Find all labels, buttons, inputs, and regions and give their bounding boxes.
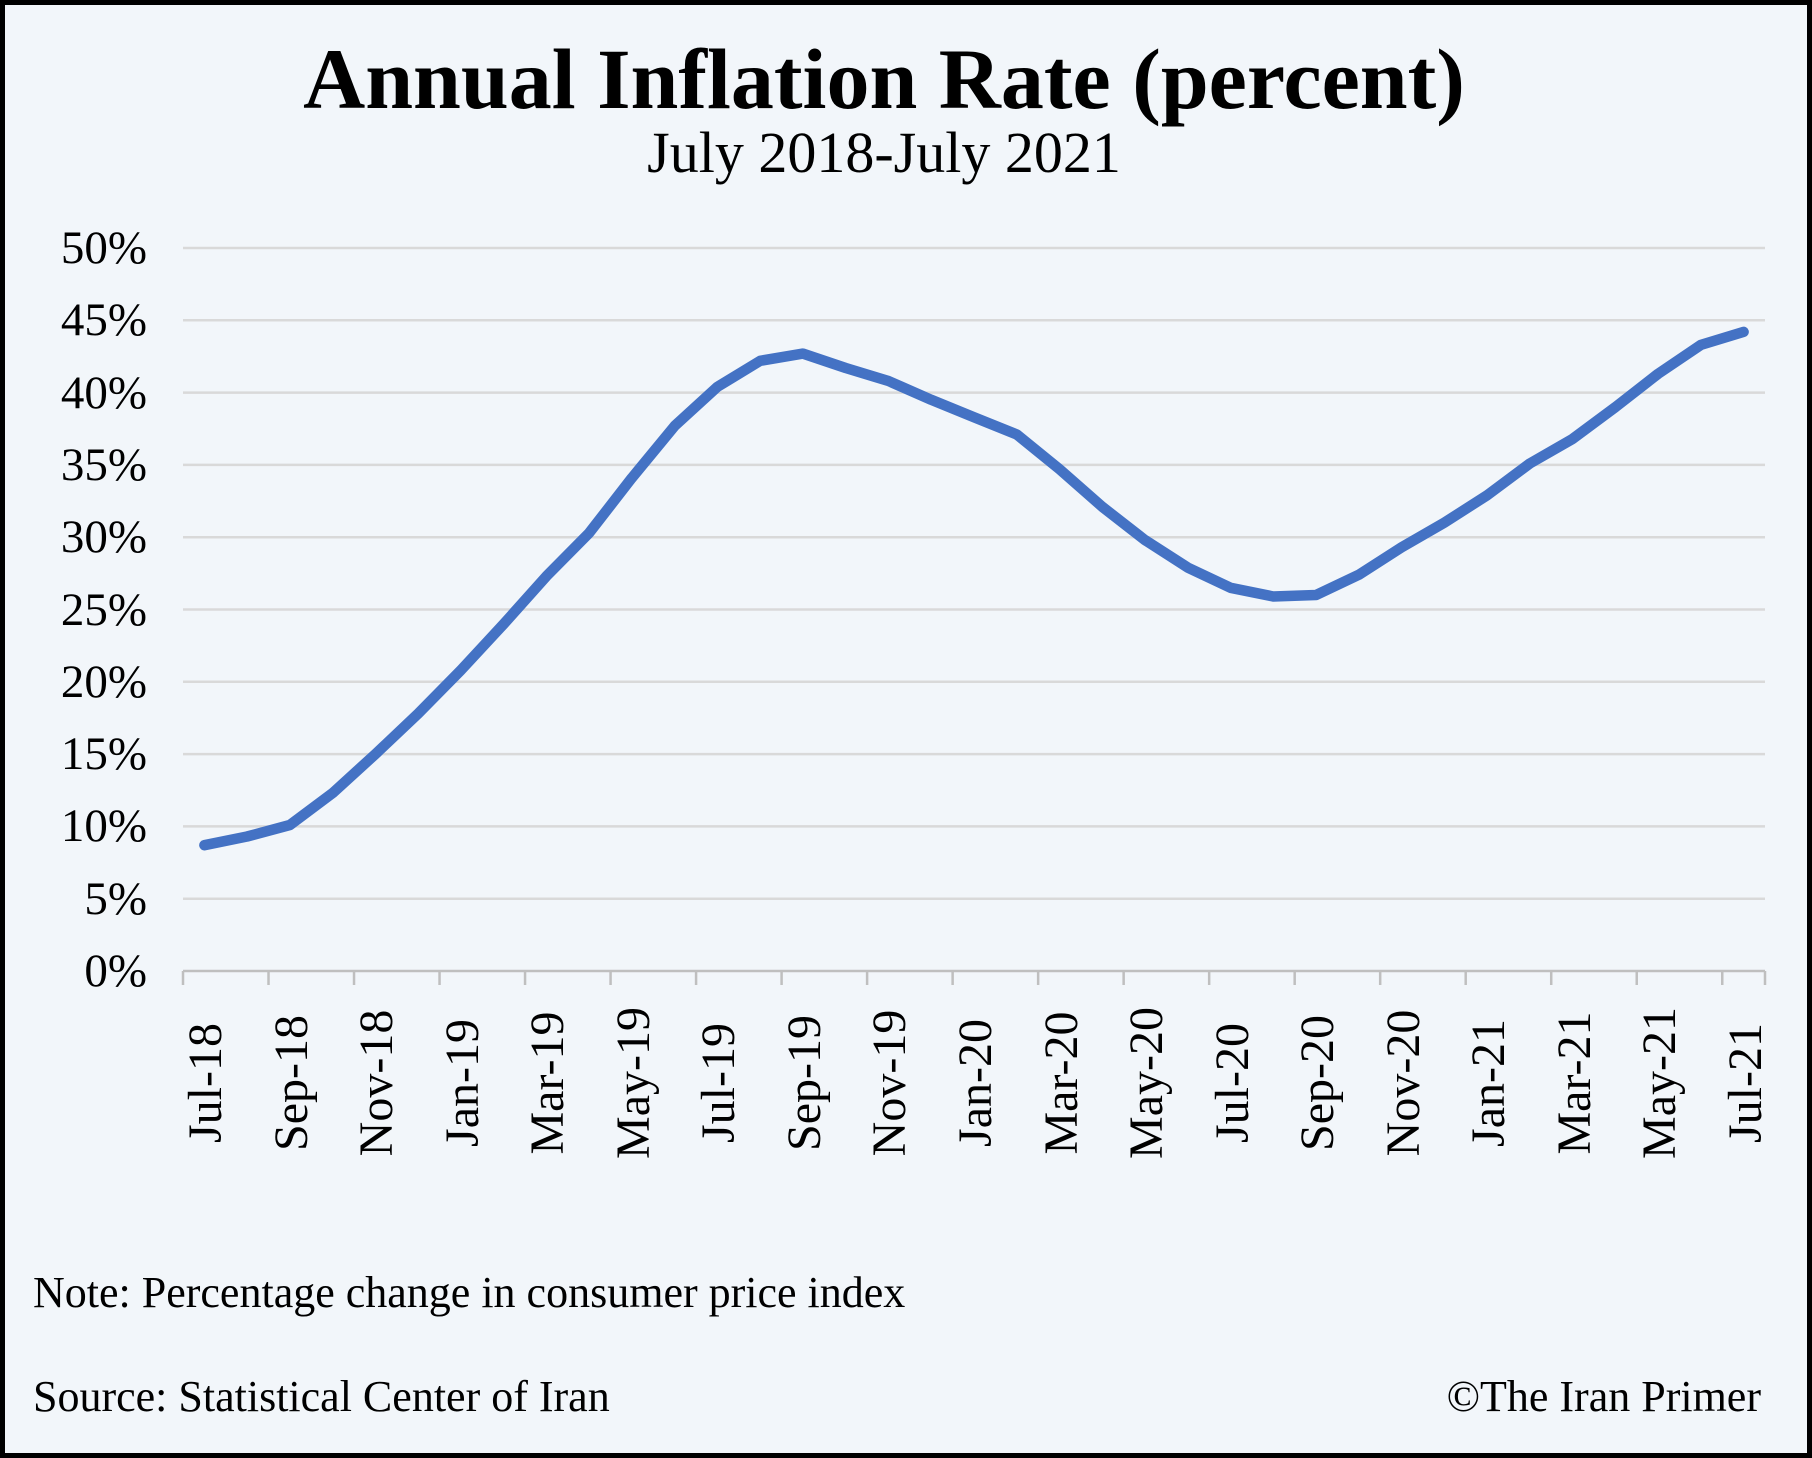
x-axis-tick-label: Jan-19 <box>435 1019 489 1147</box>
y-axis-tick-label: 40% <box>60 366 147 419</box>
x-axis-tick-label: Mar-20 <box>1034 1011 1088 1155</box>
x-axis-tick-label: Sep-20 <box>1291 1015 1345 1151</box>
y-axis-tick-label: 0% <box>84 945 147 997</box>
y-axis-tick-label: 5% <box>84 872 147 925</box>
x-axis-tick-label: Jul-21 <box>1718 1023 1772 1143</box>
source-text: Source: Statistical Center of Iran <box>33 1372 610 1421</box>
x-axis-tick-label: Jul-19 <box>692 1023 746 1143</box>
y-axis-tick-label: 50% <box>60 222 147 274</box>
x-axis-tick-label: Mar-19 <box>521 1011 575 1155</box>
x-axis-tick-label: May-19 <box>606 1007 660 1159</box>
x-axis-tick-label: Nov-19 <box>863 1009 917 1157</box>
chart-subtitle: July 2018-July 2021 <box>647 120 1121 185</box>
plot-area <box>181 246 1767 985</box>
x-axis-tick-label: Jul-20 <box>1205 1023 1259 1143</box>
x-axis-tick-label: Jan-21 <box>1462 1019 1516 1147</box>
x-axis-tick-label: Nov-20 <box>1376 1009 1430 1157</box>
x-axis-tick-label: Sep-18 <box>264 1015 318 1151</box>
y-axis-tick-label: 45% <box>60 294 147 347</box>
y-axis-tick-label: 35% <box>60 438 147 491</box>
inflation-line <box>199 326 1749 851</box>
y-axis-tick-label: 25% <box>60 583 147 636</box>
x-axis-tick-label: Jan-20 <box>949 1019 1002 1147</box>
y-axis-tick-label: 30% <box>60 511 147 564</box>
x-axis-tick-label: Mar-21 <box>1547 1011 1601 1155</box>
x-axis-tick-label: Sep-19 <box>777 1015 831 1151</box>
y-axis-tick-label: 10% <box>60 800 147 853</box>
copyright-text: ©The Iran Primer <box>1446 1372 1761 1421</box>
y-axis-tick-label: 15% <box>60 728 147 781</box>
y-axis-tick-label: 20% <box>60 655 147 708</box>
note-text: Note: Percentage change in consumer pric… <box>33 1268 906 1317</box>
x-axis-tick-label: May-20 <box>1120 1007 1174 1159</box>
x-axis-tick-label: Nov-18 <box>350 1009 404 1157</box>
x-axis-tick-label: Jul-18 <box>179 1023 233 1143</box>
x-axis-tick-label: May-21 <box>1633 1007 1687 1159</box>
chart-title: Annual Inflation Rate (percent) <box>303 31 1465 127</box>
